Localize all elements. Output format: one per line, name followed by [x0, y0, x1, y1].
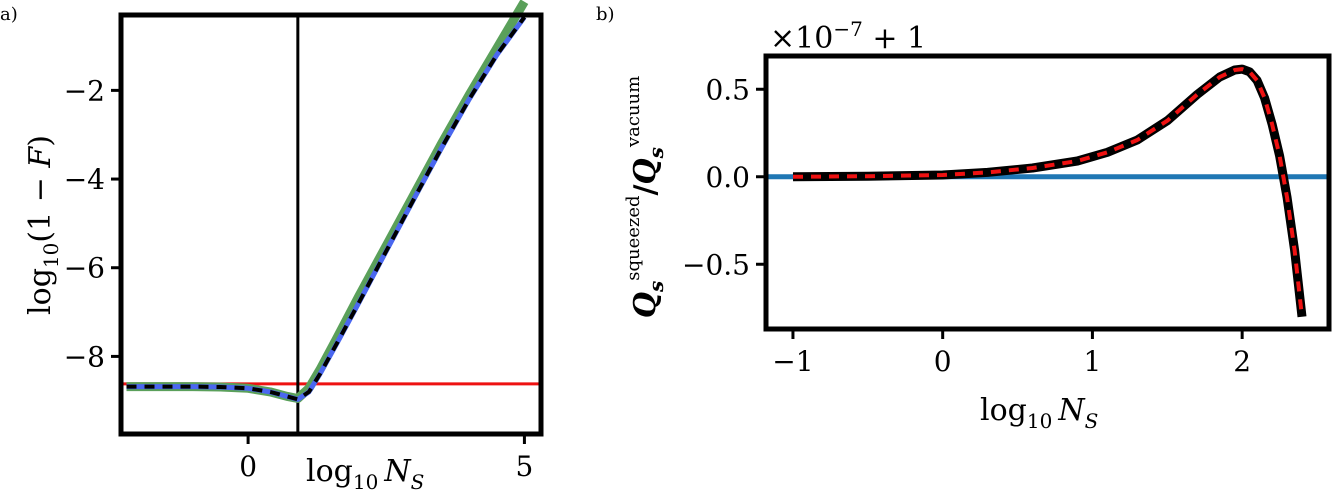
- panel-b-plot-area: [766, 64, 1329, 318]
- panel-a-series-1-line: [126, 15, 527, 402]
- panel-b-series-1-line: [792, 64, 1307, 318]
- panel-b-series-2-line: [792, 67, 1304, 318]
- panel-b-ytick-label: 0.5: [705, 73, 750, 106]
- panel-b-ylabel: Qssqueezed/Qsvacuum: [623, 76, 668, 318]
- panel-b-label: b): [596, 4, 615, 25]
- panel-b: b) ×10−7 + 1 −1 0 1 2 0.5 0.0 −0.5 Qssqueezed/…: [596, 4, 1332, 433]
- panel-a-label: a): [0, 4, 18, 25]
- panel-a-ytick-label: −8: [64, 340, 105, 373]
- panel-a-xlabel: log10 NS: [306, 454, 424, 492]
- panel-a-ylabel: log10(1 − F): [23, 135, 63, 315]
- panel-a-xtick-label: 0: [239, 450, 257, 483]
- panel-b-frame: [763, 53, 1332, 332]
- panel-a-ytick-label: −4: [64, 163, 105, 196]
- panel-b-xlabel: log10 NS: [980, 393, 1098, 433]
- panel-a-plot-area: [121, 0, 541, 434]
- panel-b-xtick-label: 1: [1084, 345, 1102, 378]
- panel-a-series-2-line: [126, 16, 527, 402]
- panel-b-xtick-label: −1: [772, 345, 813, 378]
- panel-a-series-0-line: [126, 0, 529, 403]
- panel-b-ytick-label: −0.5: [682, 248, 750, 281]
- panel-b-ticks: −1 0 1 2 0.5 0.0 −0.5: [682, 73, 1251, 378]
- panel-b-xtick-label: 2: [1233, 345, 1251, 378]
- panel-a-ytick-label: −2: [64, 74, 105, 107]
- panel-a-frame: [118, 12, 544, 437]
- panel-b-ytick-label: 0.0: [705, 161, 750, 194]
- panel-a-ytick-label: −6: [64, 252, 105, 285]
- panel-b-xtick-label: 0: [934, 345, 952, 378]
- panel-b-offset-text: ×10−7 + 1: [770, 17, 926, 56]
- panel-a-xtick-label: 5: [516, 450, 534, 483]
- panel-a: a) 0 5 −2 −4 −6 −8 log10(1 − F) log10 NS: [0, 0, 544, 492]
- panel-a-ticks: 0 5 −2 −4 −6 −8: [64, 74, 534, 483]
